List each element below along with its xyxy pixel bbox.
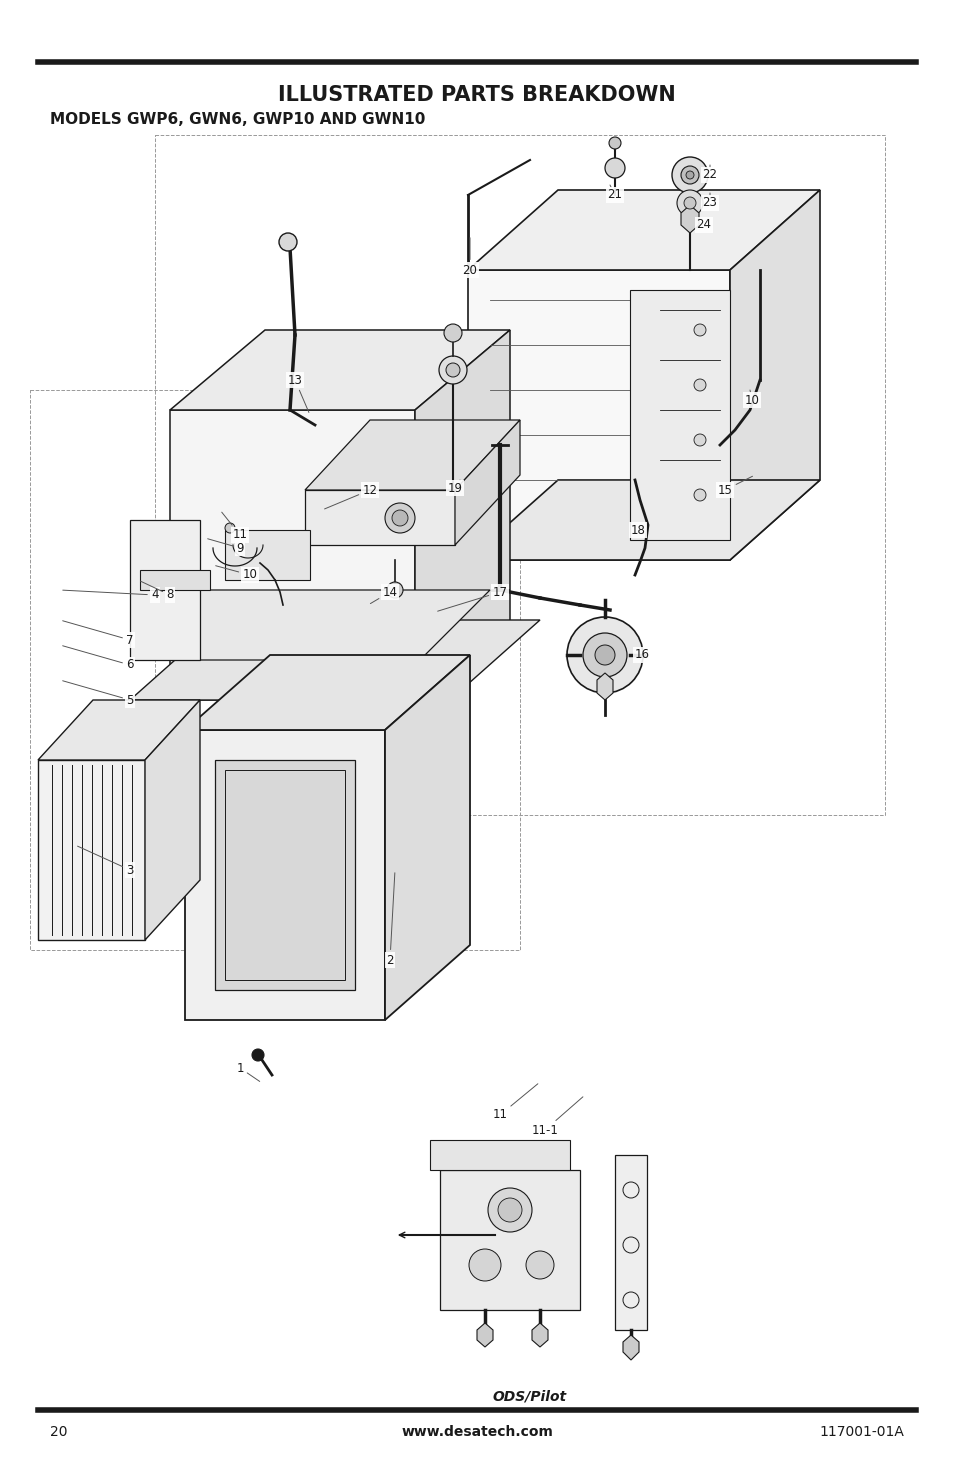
Polygon shape bbox=[214, 760, 355, 990]
Polygon shape bbox=[622, 1335, 639, 1360]
Polygon shape bbox=[38, 760, 145, 940]
Text: 13: 13 bbox=[287, 373, 309, 413]
Polygon shape bbox=[455, 420, 519, 544]
Text: 12: 12 bbox=[324, 484, 377, 509]
Circle shape bbox=[685, 171, 693, 178]
Polygon shape bbox=[439, 1170, 579, 1310]
Polygon shape bbox=[140, 569, 210, 590]
Polygon shape bbox=[680, 205, 699, 233]
Polygon shape bbox=[532, 1323, 547, 1347]
Circle shape bbox=[252, 1049, 264, 1061]
Circle shape bbox=[693, 324, 705, 336]
Circle shape bbox=[443, 324, 461, 342]
Circle shape bbox=[278, 233, 296, 251]
Text: 18: 18 bbox=[630, 524, 645, 537]
Polygon shape bbox=[597, 673, 613, 701]
Circle shape bbox=[677, 190, 702, 215]
Circle shape bbox=[497, 1198, 521, 1221]
Circle shape bbox=[693, 379, 705, 391]
Circle shape bbox=[566, 617, 642, 693]
Polygon shape bbox=[170, 330, 510, 410]
Polygon shape bbox=[130, 620, 539, 701]
Text: 21: 21 bbox=[607, 184, 622, 202]
Text: 6: 6 bbox=[63, 646, 133, 671]
Polygon shape bbox=[38, 701, 200, 760]
Circle shape bbox=[604, 158, 624, 178]
Text: 7: 7 bbox=[63, 621, 133, 646]
Circle shape bbox=[680, 167, 699, 184]
Text: www.desatech.com: www.desatech.com bbox=[400, 1425, 553, 1440]
Polygon shape bbox=[468, 190, 820, 270]
Text: ODS/Pilot: ODS/Pilot bbox=[493, 1389, 566, 1404]
Circle shape bbox=[387, 583, 402, 597]
Text: 3: 3 bbox=[77, 847, 133, 876]
Polygon shape bbox=[729, 190, 820, 560]
Polygon shape bbox=[468, 270, 729, 560]
Text: 9: 9 bbox=[208, 538, 244, 555]
Text: 23: 23 bbox=[701, 193, 717, 209]
Circle shape bbox=[469, 1249, 500, 1280]
Text: 5: 5 bbox=[63, 681, 133, 707]
Text: 10: 10 bbox=[743, 389, 759, 407]
Text: 11: 11 bbox=[221, 512, 247, 541]
Text: 19: 19 bbox=[447, 479, 462, 494]
Text: 11-1: 11-1 bbox=[531, 1097, 582, 1137]
Text: 8: 8 bbox=[140, 581, 173, 602]
Polygon shape bbox=[130, 590, 490, 659]
Polygon shape bbox=[476, 1323, 493, 1347]
Polygon shape bbox=[145, 701, 200, 940]
Circle shape bbox=[385, 503, 415, 532]
Text: 117001-01A: 117001-01A bbox=[819, 1425, 903, 1440]
Text: 14: 14 bbox=[370, 586, 397, 603]
Polygon shape bbox=[185, 730, 385, 1021]
Circle shape bbox=[392, 510, 408, 527]
Polygon shape bbox=[185, 655, 470, 730]
Polygon shape bbox=[170, 410, 415, 701]
Text: 11: 11 bbox=[492, 1084, 537, 1121]
Text: 2: 2 bbox=[386, 873, 395, 966]
Text: 22: 22 bbox=[701, 165, 717, 181]
Polygon shape bbox=[225, 530, 310, 580]
Circle shape bbox=[582, 633, 626, 677]
Circle shape bbox=[488, 1187, 532, 1232]
Polygon shape bbox=[415, 330, 510, 701]
Text: 16: 16 bbox=[634, 649, 649, 661]
Polygon shape bbox=[615, 1155, 646, 1330]
Text: 20: 20 bbox=[462, 237, 476, 276]
Circle shape bbox=[525, 1251, 554, 1279]
Circle shape bbox=[683, 198, 696, 209]
Text: 4: 4 bbox=[63, 589, 158, 602]
Text: ILLUSTRATED PARTS BREAKDOWN: ILLUSTRATED PARTS BREAKDOWN bbox=[278, 86, 675, 105]
Text: 17: 17 bbox=[437, 586, 507, 611]
Polygon shape bbox=[130, 521, 200, 659]
Circle shape bbox=[671, 156, 707, 193]
Text: 20: 20 bbox=[50, 1425, 68, 1440]
Polygon shape bbox=[468, 479, 820, 560]
Text: 10: 10 bbox=[215, 566, 257, 581]
Circle shape bbox=[693, 434, 705, 445]
Circle shape bbox=[438, 355, 467, 384]
Text: 24: 24 bbox=[696, 218, 711, 232]
Text: 15: 15 bbox=[717, 476, 752, 497]
Circle shape bbox=[693, 490, 705, 502]
Circle shape bbox=[595, 645, 615, 665]
Polygon shape bbox=[305, 420, 519, 490]
Circle shape bbox=[225, 524, 234, 532]
Polygon shape bbox=[385, 655, 470, 1021]
Circle shape bbox=[608, 137, 620, 149]
Circle shape bbox=[446, 363, 459, 378]
Polygon shape bbox=[305, 490, 455, 544]
Polygon shape bbox=[430, 1140, 569, 1170]
Text: MODELS GWP6, GWN6, GWP10 AND GWN10: MODELS GWP6, GWN6, GWP10 AND GWN10 bbox=[50, 112, 425, 127]
Polygon shape bbox=[629, 291, 729, 540]
Text: 1: 1 bbox=[236, 1062, 259, 1081]
